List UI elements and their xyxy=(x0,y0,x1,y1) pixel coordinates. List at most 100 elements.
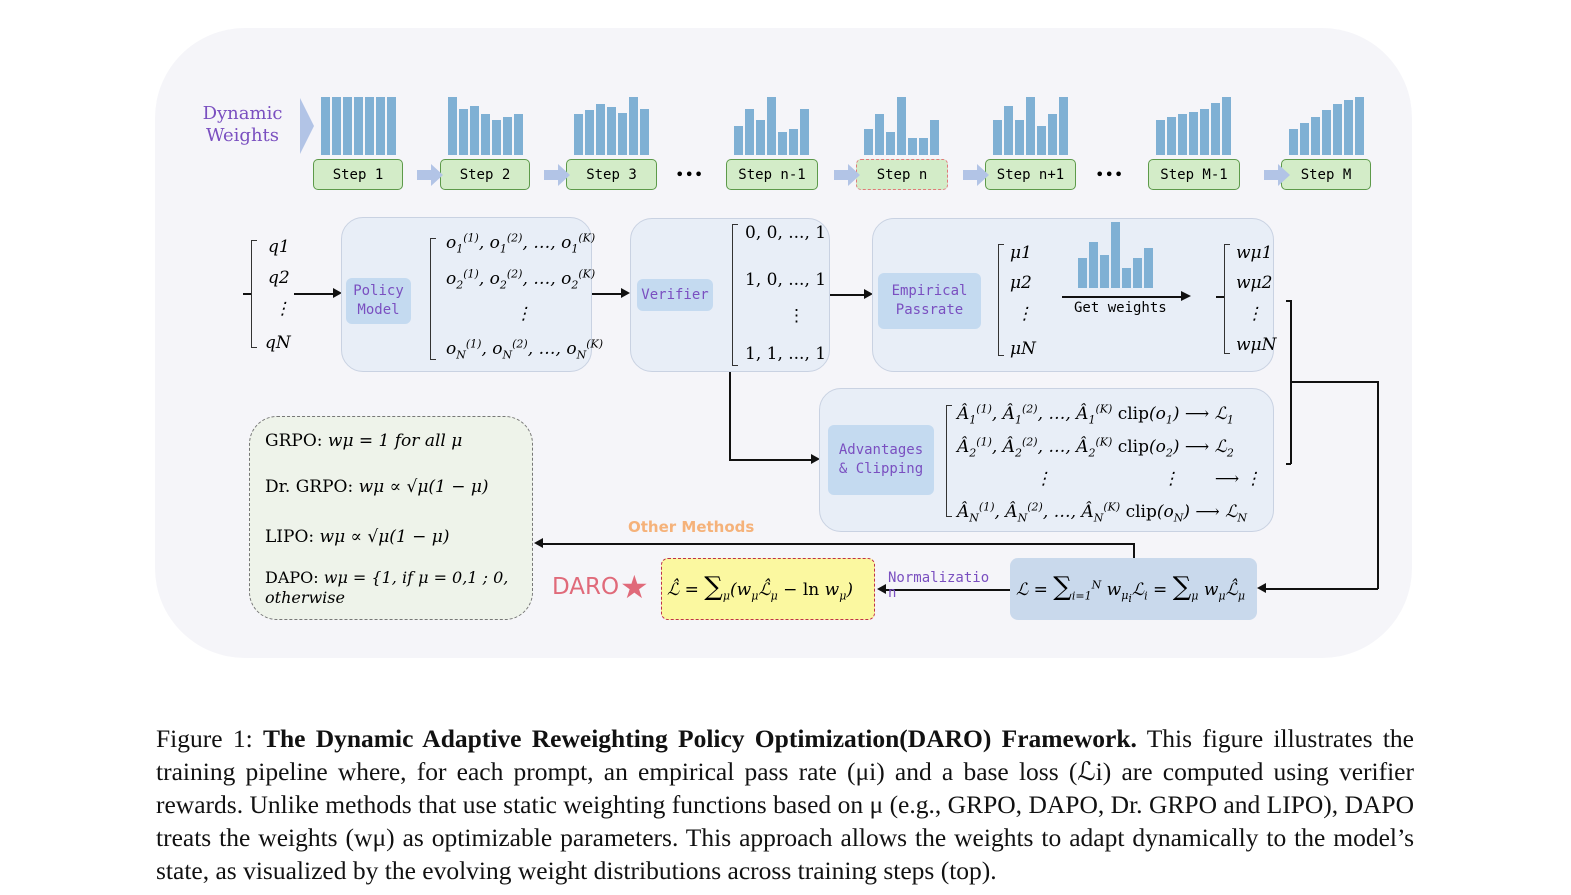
verifier-row: 0, 0, ..., 1 xyxy=(745,223,827,243)
weight-bar xyxy=(919,137,928,155)
weight-bar xyxy=(1111,222,1120,288)
weight-bar xyxy=(1167,117,1176,155)
weight-bar xyxy=(618,113,627,155)
advantage-row-1: Â1(1), Â1(2), …, Â1(K) clip(o1) ⟶ ℒ1 xyxy=(957,402,1234,427)
daro-label: DARO xyxy=(552,574,620,600)
arrow-icon xyxy=(544,164,570,186)
weight-bar xyxy=(321,97,330,155)
step-box: Step n-1 xyxy=(726,159,818,190)
other-methods-box xyxy=(249,416,533,620)
verifier-row: ⋮ xyxy=(788,306,805,326)
weight-bar xyxy=(332,97,341,155)
weight-bar xyxy=(514,114,523,155)
weight-bar xyxy=(1156,120,1165,155)
get-weights-bars xyxy=(1078,220,1153,288)
verifier-row: 1, 1, ..., 1 xyxy=(745,344,827,364)
weight-bar xyxy=(481,114,490,155)
weight-bars xyxy=(734,92,809,155)
passrate: μ2 xyxy=(1010,273,1032,293)
weight-bar xyxy=(908,137,917,155)
weight-bar xyxy=(864,128,873,155)
weight-bar xyxy=(1189,111,1198,155)
weight-bar xyxy=(767,97,776,155)
weight-bar xyxy=(1300,123,1309,155)
weight-bar xyxy=(1089,241,1098,288)
weight-bar xyxy=(1048,114,1057,155)
weight-bar xyxy=(470,105,479,155)
weight: wμ2 xyxy=(1236,273,1273,293)
outputs-row-N: oN(1), oN(2), …, oN(K) xyxy=(446,337,604,362)
weight-bar xyxy=(993,120,1002,155)
step-box: Step 2 xyxy=(440,159,530,190)
dynamic-weights-arrow-icon xyxy=(300,98,314,154)
policy-model-label: Policy Model xyxy=(346,278,411,324)
weight-bars xyxy=(321,92,396,155)
weight-bar xyxy=(734,126,743,155)
weight-bar xyxy=(343,97,352,155)
weight-bar xyxy=(1133,258,1142,288)
weight-bar xyxy=(459,108,468,155)
weight-bar xyxy=(1144,248,1153,288)
weight-bars xyxy=(1156,92,1231,155)
arrow-icon xyxy=(963,164,989,186)
weight: wμN xyxy=(1236,335,1277,355)
other-methods-label: Other Methods xyxy=(628,518,755,536)
weight-bars xyxy=(1289,92,1364,155)
advantage-row-N: ÂN(1), ÂN(2), …, ÂN(K) clip(oN) ⟶ ℒN xyxy=(957,500,1248,525)
ellipsis: ••• xyxy=(675,165,704,184)
weight-bar xyxy=(585,109,594,155)
weight: ⋮ xyxy=(1246,304,1263,324)
daro-loss-box xyxy=(661,558,875,620)
verifier-row: 1, 0, ..., 1 xyxy=(745,270,827,290)
weight-bar xyxy=(1122,268,1131,288)
weight-bar xyxy=(1059,97,1068,155)
weight-bar xyxy=(1344,99,1353,155)
daro-loss-formula: ℒ̂ = ∑μ(wμℒ̂μ − ln wμ) xyxy=(667,572,853,603)
weight-bar xyxy=(897,97,906,155)
weight-bar xyxy=(629,97,638,155)
weight-bars xyxy=(574,92,649,155)
weight-bar xyxy=(1100,255,1109,288)
outputs-row-1: o1(1), o1(2), …, o1(K) xyxy=(446,231,596,256)
weight-bar xyxy=(1200,108,1209,155)
method-lipo: LIPO: wμ ∝ √μ(1 − μ) xyxy=(265,527,450,547)
prompt-q1: q1 xyxy=(268,237,290,257)
empirical-passrate-label: Empirical Passrate xyxy=(878,273,981,329)
arrow-icon xyxy=(834,164,860,186)
weight-bars xyxy=(448,92,523,155)
weight-bar xyxy=(607,107,616,155)
advantages-clipping-label: Advantages & Clipping xyxy=(828,425,934,495)
prompt-q2: q2 xyxy=(268,268,290,288)
prompt-dots: ⋮ xyxy=(274,299,291,319)
weight-bar xyxy=(596,103,605,155)
step-box: Step 3 xyxy=(566,159,657,190)
step-box: Step M xyxy=(1281,159,1371,190)
weight-bar xyxy=(1289,128,1298,155)
weight-bar xyxy=(1178,114,1187,155)
method-dr-grpo: Dr. GRPO: wμ ∝ √μ(1 − μ) xyxy=(265,477,489,497)
weight-bar xyxy=(354,97,363,155)
base-loss-box xyxy=(1010,558,1257,620)
weight-bar xyxy=(756,120,765,155)
weight-bar xyxy=(789,128,798,155)
weight-bar xyxy=(492,120,501,155)
step-box: Step n xyxy=(856,159,948,190)
step-box: Step 1 xyxy=(313,159,403,190)
arrow-icon xyxy=(1264,164,1290,186)
weight-bar xyxy=(1222,97,1231,155)
weight-bar xyxy=(448,97,457,155)
weight-bar xyxy=(376,97,385,155)
method-grpo: GRPO: wμ = 1 for all μ xyxy=(265,431,463,451)
weight-bar xyxy=(365,97,374,155)
passrate: μ1 xyxy=(1010,243,1032,263)
weight-bar xyxy=(1322,109,1331,155)
passrate: μN xyxy=(1010,339,1036,359)
figure-caption: Figure 1: The Dynamic Adaptive Reweighti… xyxy=(156,724,1414,885)
weight-bar xyxy=(778,131,787,155)
base-loss-formula: ℒ = ∑i=1N wμiℒi = ∑μ wμℒ̂μ xyxy=(1016,572,1245,606)
weight-bar xyxy=(1311,117,1320,155)
weight: wμ1 xyxy=(1236,243,1273,263)
step-box: Step n+1 xyxy=(985,159,1076,190)
weight-bar xyxy=(800,108,809,155)
weight-bar xyxy=(1026,97,1035,155)
